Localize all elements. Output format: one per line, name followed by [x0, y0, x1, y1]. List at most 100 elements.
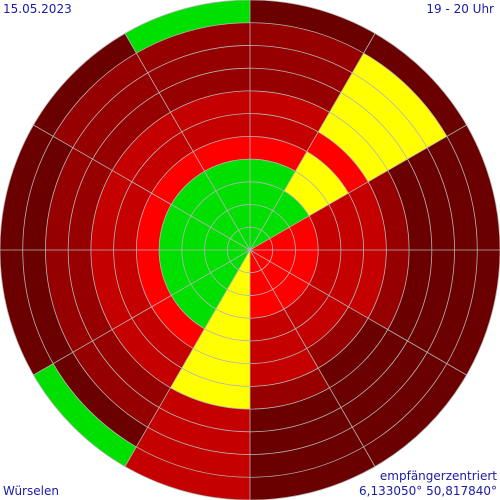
radial-gridline-4: [249, 249, 467, 376]
cell-sector-7-ring-1: [210, 261, 239, 290]
cell-sector-6-ring-4: [193, 328, 250, 364]
cell-sector-8-ring-10: [0, 250, 54, 375]
cell-sector-2-ring-7: [387, 159, 432, 250]
cell-sector-6-ring-2: [215, 289, 250, 319]
cell-sector-6-ring-9: [136, 427, 250, 478]
cell-sector-4-ring-3: [284, 284, 329, 329]
cell-sector-7-ring-6: [112, 318, 182, 388]
cell-sector-8-ring-7: [68, 250, 113, 341]
cell-sector-11-ring-10: [125, 0, 250, 54]
cell-sector-1-ring-9: [352, 53, 447, 148]
cell-sector-1-ring-8: [340, 72, 428, 160]
cell-sector-7-ring-2: [190, 272, 228, 310]
cell-sector-5-ring-1: [250, 269, 273, 296]
cell-sector-7-ring-7: [92, 329, 171, 408]
cell-sector-2-ring-5: [348, 181, 387, 250]
cell-sector-2-ring-8: [407, 147, 455, 250]
cell-sector-9-ring-5: [113, 181, 152, 250]
cell-sector-9-ring-6: [90, 170, 132, 250]
cell-sector-11-ring-5: [181, 113, 250, 152]
radial-gridline-7: [124, 249, 251, 467]
cell-sector-9-ring-1: [204, 227, 231, 250]
date-label: 15.05.2023: [3, 2, 72, 16]
cell-sector-10-ring-5: [131, 131, 194, 194]
cell-sector-5-ring-5: [250, 348, 319, 387]
cell-sector-3-ring-5: [348, 250, 387, 319]
cell-sector-8-ring-1: [204, 250, 231, 273]
cell-sector-0-ring-4: [250, 136, 307, 172]
cell-sector-10-ring-3: [171, 171, 216, 216]
cell-sector-3-ring-1: [269, 250, 296, 273]
cell-sector-0-ring-8: [250, 45, 353, 93]
cell-sector-7-ring-9: [53, 352, 148, 447]
cell-sector-11-ring-7: [159, 68, 250, 113]
cell-sector-4-ring-10: [363, 363, 467, 467]
cell-sector-11-ring-1: [227, 204, 250, 231]
cell-sector-10-ring-9: [53, 53, 148, 148]
cell-sector-10-ring-2: [190, 190, 228, 228]
cell-sector-3-ring-4: [328, 250, 364, 307]
cell-sector-11-ring-2: [215, 181, 250, 211]
location-label: Würselen: [3, 484, 59, 498]
cell-sector-8-ring-9: [22, 250, 73, 364]
cell-sector-1-ring-1: [261, 210, 290, 239]
cell-sector-0-ring-10: [250, 0, 375, 54]
cell-sector-2-ring-1: [269, 227, 296, 250]
cell-sector-5-ring-2: [250, 289, 285, 319]
cell-sector-1-ring-7: [329, 92, 408, 171]
cell-sector-9-ring-3: [159, 204, 191, 250]
cell-sector-1-ring-0: [250, 230, 270, 250]
cell-sector-7-ring-3: [171, 284, 216, 329]
cell-sector-6-ring-1: [227, 269, 250, 296]
radial-gridline-11: [124, 33, 251, 251]
cell-sector-3-ring-2: [289, 250, 319, 285]
cell-sector-7-ring-4: [151, 295, 205, 349]
cell-sector-1-ring-3: [284, 171, 329, 216]
cell-sector-5-ring-7: [250, 387, 341, 432]
cell-sector-9-ring-9: [22, 136, 73, 250]
mode-label: empfängerzentriert: [379, 469, 497, 483]
cell-sector-9-ring-2: [181, 215, 211, 250]
cell-sector-0-ring-9: [250, 22, 364, 73]
cell-sector-7-ring-8: [72, 340, 160, 428]
cell-sector-11-ring-3: [204, 159, 250, 191]
cell-sector-6-ring-8: [147, 407, 250, 455]
cell-sector-4-ring-6: [318, 318, 388, 388]
cell-sector-1-ring-4: [295, 151, 349, 205]
cell-sector-11-ring-6: [170, 90, 250, 132]
cell-sector-2-ring-4: [328, 193, 364, 250]
cell-sector-10-ring-1: [210, 210, 239, 239]
radial-gridline-2: [249, 124, 467, 251]
cell-sector-5-ring-3: [250, 309, 296, 341]
cell-sector-4-ring-0: [250, 250, 270, 270]
cell-sector-11-ring-8: [147, 45, 250, 93]
cell-sector-8-ring-2: [181, 250, 211, 285]
cell-sector-3-ring-9: [427, 250, 478, 364]
radial-gridline-1: [249, 33, 376, 251]
cell-sector-2-ring-6: [368, 170, 410, 250]
cell-sector-5-ring-8: [250, 407, 353, 455]
cell-sector-5-ring-9: [250, 427, 364, 478]
coordinates-label: 6,133050° 50,817840°: [359, 484, 497, 498]
cell-sector-5-ring-4: [250, 328, 307, 364]
cell-sector-3-ring-10: [446, 250, 500, 375]
cell-sector-1-ring-10: [363, 33, 467, 137]
cell-sector-9-ring-7: [68, 159, 113, 250]
cell-sector-9-ring-4: [136, 193, 172, 250]
cell-sector-8-ring-5: [113, 250, 152, 319]
cell-sector-2-ring-9: [427, 136, 478, 250]
cell-sector-5-ring-6: [250, 368, 330, 410]
cell-sector-2-ring-3: [309, 204, 341, 250]
cell-sector-10-ring-8: [72, 72, 160, 160]
cell-sector-10-ring-10: [33, 33, 137, 137]
cell-sector-0-ring-6: [250, 90, 330, 132]
cell-sector-6-ring-3: [204, 309, 250, 341]
cell-sector-6-ring-10: [125, 446, 250, 500]
cell-sector-10-ring-0: [230, 230, 250, 250]
cell-sector-3-ring-6: [368, 250, 410, 330]
cell-sector-1-ring-2: [272, 190, 310, 228]
cell-sector-6-ring-5: [181, 348, 250, 387]
cell-sector-9-ring-10: [0, 125, 54, 250]
cell-sector-3-ring-3: [309, 250, 341, 296]
cell-sector-4-ring-4: [295, 295, 349, 349]
